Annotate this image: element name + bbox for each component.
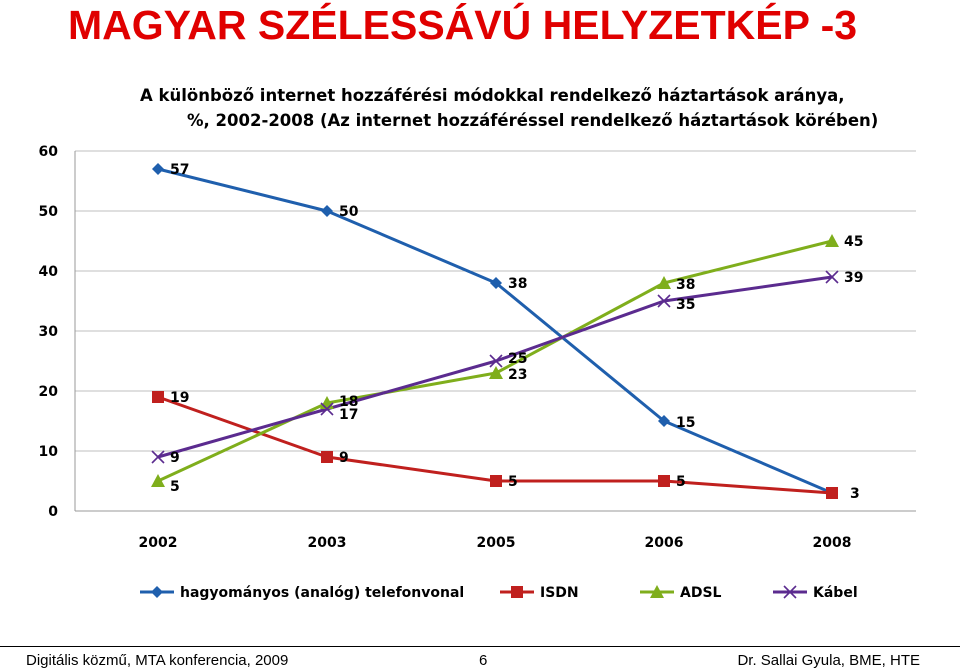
data-label: 5 — [508, 474, 518, 490]
data-label: 3 — [850, 486, 860, 502]
legend-label: ISDN — [540, 585, 579, 601]
footer-author: Dr. Sallai Gyula, BME, HTE — [737, 652, 920, 669]
chart-subtitle: %, 2002-2008 (Az internet hozzáféréssel … — [187, 111, 878, 130]
data-point-triangle — [650, 585, 664, 598]
x-stroke — [320, 402, 334, 416]
data-point-diamond — [321, 205, 333, 217]
footer-page-number: 6 — [479, 652, 488, 669]
y-tick-label: 50 — [39, 204, 59, 220]
data-point-triangle — [825, 234, 839, 247]
line-chart: A különböző internet hozzáférési módokka… — [39, 86, 916, 601]
data-label: 9 — [170, 450, 180, 466]
legend-label: ADSL — [680, 585, 722, 601]
data-point-triangle — [151, 474, 165, 487]
data-point-x — [657, 294, 671, 308]
data-point-x — [320, 402, 334, 416]
data-point-square — [658, 475, 670, 487]
footer-divider — [0, 646, 960, 647]
data-point-triangle — [657, 276, 671, 289]
y-tick-label: 40 — [39, 264, 59, 280]
x-tick-label: 2003 — [308, 535, 347, 551]
data-label: 38 — [676, 277, 695, 293]
data-label: 57 — [170, 162, 189, 178]
data-point-x — [151, 450, 165, 464]
y-tick-label: 60 — [39, 144, 59, 160]
y-tick-label: 0 — [48, 504, 58, 520]
data-label: 5 — [170, 479, 180, 495]
data-point-square — [511, 586, 523, 598]
y-tick-label: 10 — [39, 444, 59, 460]
x-tick-label: 2005 — [477, 535, 516, 551]
x-stroke — [489, 354, 503, 368]
data-label: 5 — [676, 474, 686, 490]
data-point-diamond — [151, 586, 163, 598]
data-point-square — [321, 451, 333, 463]
x-stroke — [783, 585, 797, 599]
data-label: 9 — [339, 450, 349, 466]
data-point-x — [489, 354, 503, 368]
x-stroke — [151, 450, 165, 464]
y-tick-label: 30 — [39, 324, 59, 340]
series-line-3 — [157, 275, 833, 459]
chart-title: A különböző internet hozzáférési módokka… — [140, 86, 844, 105]
data-point-diamond — [658, 415, 670, 427]
data-label: 15 — [676, 415, 695, 431]
x-stroke — [825, 270, 839, 284]
data-point-triangle — [489, 366, 503, 379]
data-label: 18 — [339, 394, 358, 410]
x-tick-label: 2006 — [645, 535, 684, 551]
legend: hagyományos (analóg) telefonvonal ISDN ADS… — [140, 585, 858, 601]
data-label: 23 — [508, 367, 527, 383]
data-point-diamond — [152, 163, 164, 175]
y-axis-ticks: 0 10 20 30 40 50 60 — [39, 144, 59, 520]
data-point-square — [152, 391, 164, 403]
legend-label: Kábel — [813, 585, 858, 601]
series-markers — [151, 163, 839, 499]
data-label: 25 — [508, 351, 527, 367]
data-label: 38 — [508, 276, 527, 292]
x-tick-label: 2002 — [139, 535, 178, 551]
data-point-diamond — [490, 277, 502, 289]
data-labels: 57 50 38 15 3 19 9 5 5 5 18 23 38 45 9 17 25 35 39 — [170, 162, 863, 502]
data-label: 19 — [170, 390, 189, 406]
data-label: 35 — [676, 297, 695, 313]
y-tick-label: 20 — [39, 384, 59, 400]
data-label: 39 — [844, 270, 863, 286]
data-point-square — [490, 475, 502, 487]
legend-label: hagyományos (analóg) telefonvonal — [180, 585, 464, 601]
x-stroke — [657, 294, 671, 308]
data-point-square — [826, 487, 838, 499]
data-label: 45 — [844, 234, 863, 250]
grid-lines — [74, 150, 916, 512]
data-point-x — [783, 585, 797, 599]
x-tick-label: 2008 — [813, 535, 852, 551]
footer-conference: Digitális közmű, MTA konferencia, 2009 — [26, 652, 289, 669]
slide-title: MAGYAR SZÉLESSÁVÚ HELYZETKÉP -3 — [68, 2, 858, 48]
data-label: 17 — [339, 407, 358, 423]
data-point-x — [825, 270, 839, 284]
data-label: 50 — [339, 204, 359, 220]
x-axis-ticks: 2002 2003 2005 2006 2008 — [139, 535, 852, 551]
